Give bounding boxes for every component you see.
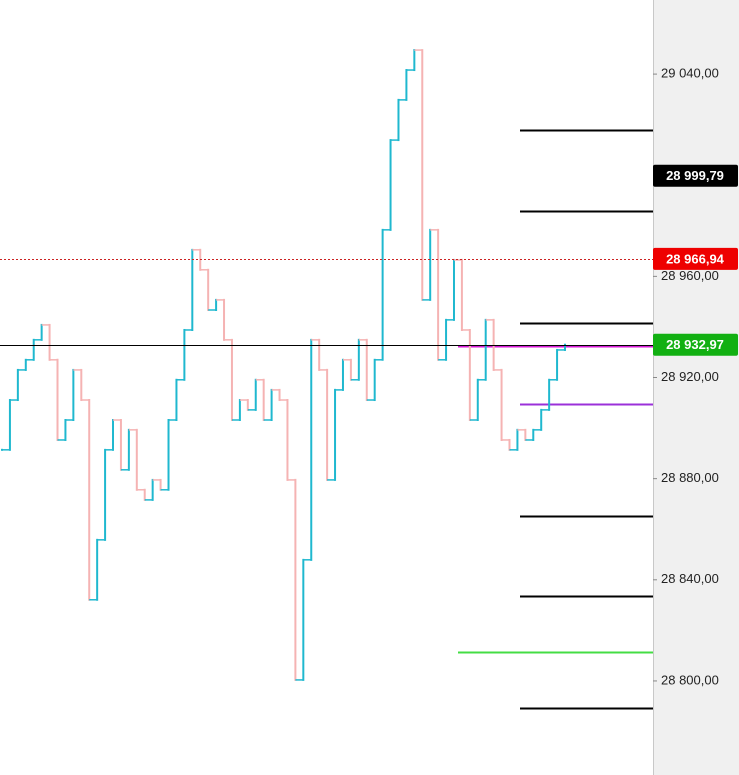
price-tag [653,247,738,270]
y-tick-label: 28 800,00 [661,672,719,687]
price-tag-label: 28 932,97 [666,337,724,352]
y-tick-label: 28 920,00 [661,369,719,384]
y-tick-label: 29 040,00 [661,66,719,81]
y-tick-label: 28 840,00 [661,571,719,586]
price-tag [653,333,738,356]
y-tick-label: 28 880,00 [661,470,719,485]
price-tag-label: 28 966,94 [666,251,725,266]
y-tick-label: 28 960,00 [661,268,719,283]
price-tag [653,164,738,187]
price-axis-panel [653,0,739,775]
price-tag-label: 28 999,79 [666,168,724,183]
